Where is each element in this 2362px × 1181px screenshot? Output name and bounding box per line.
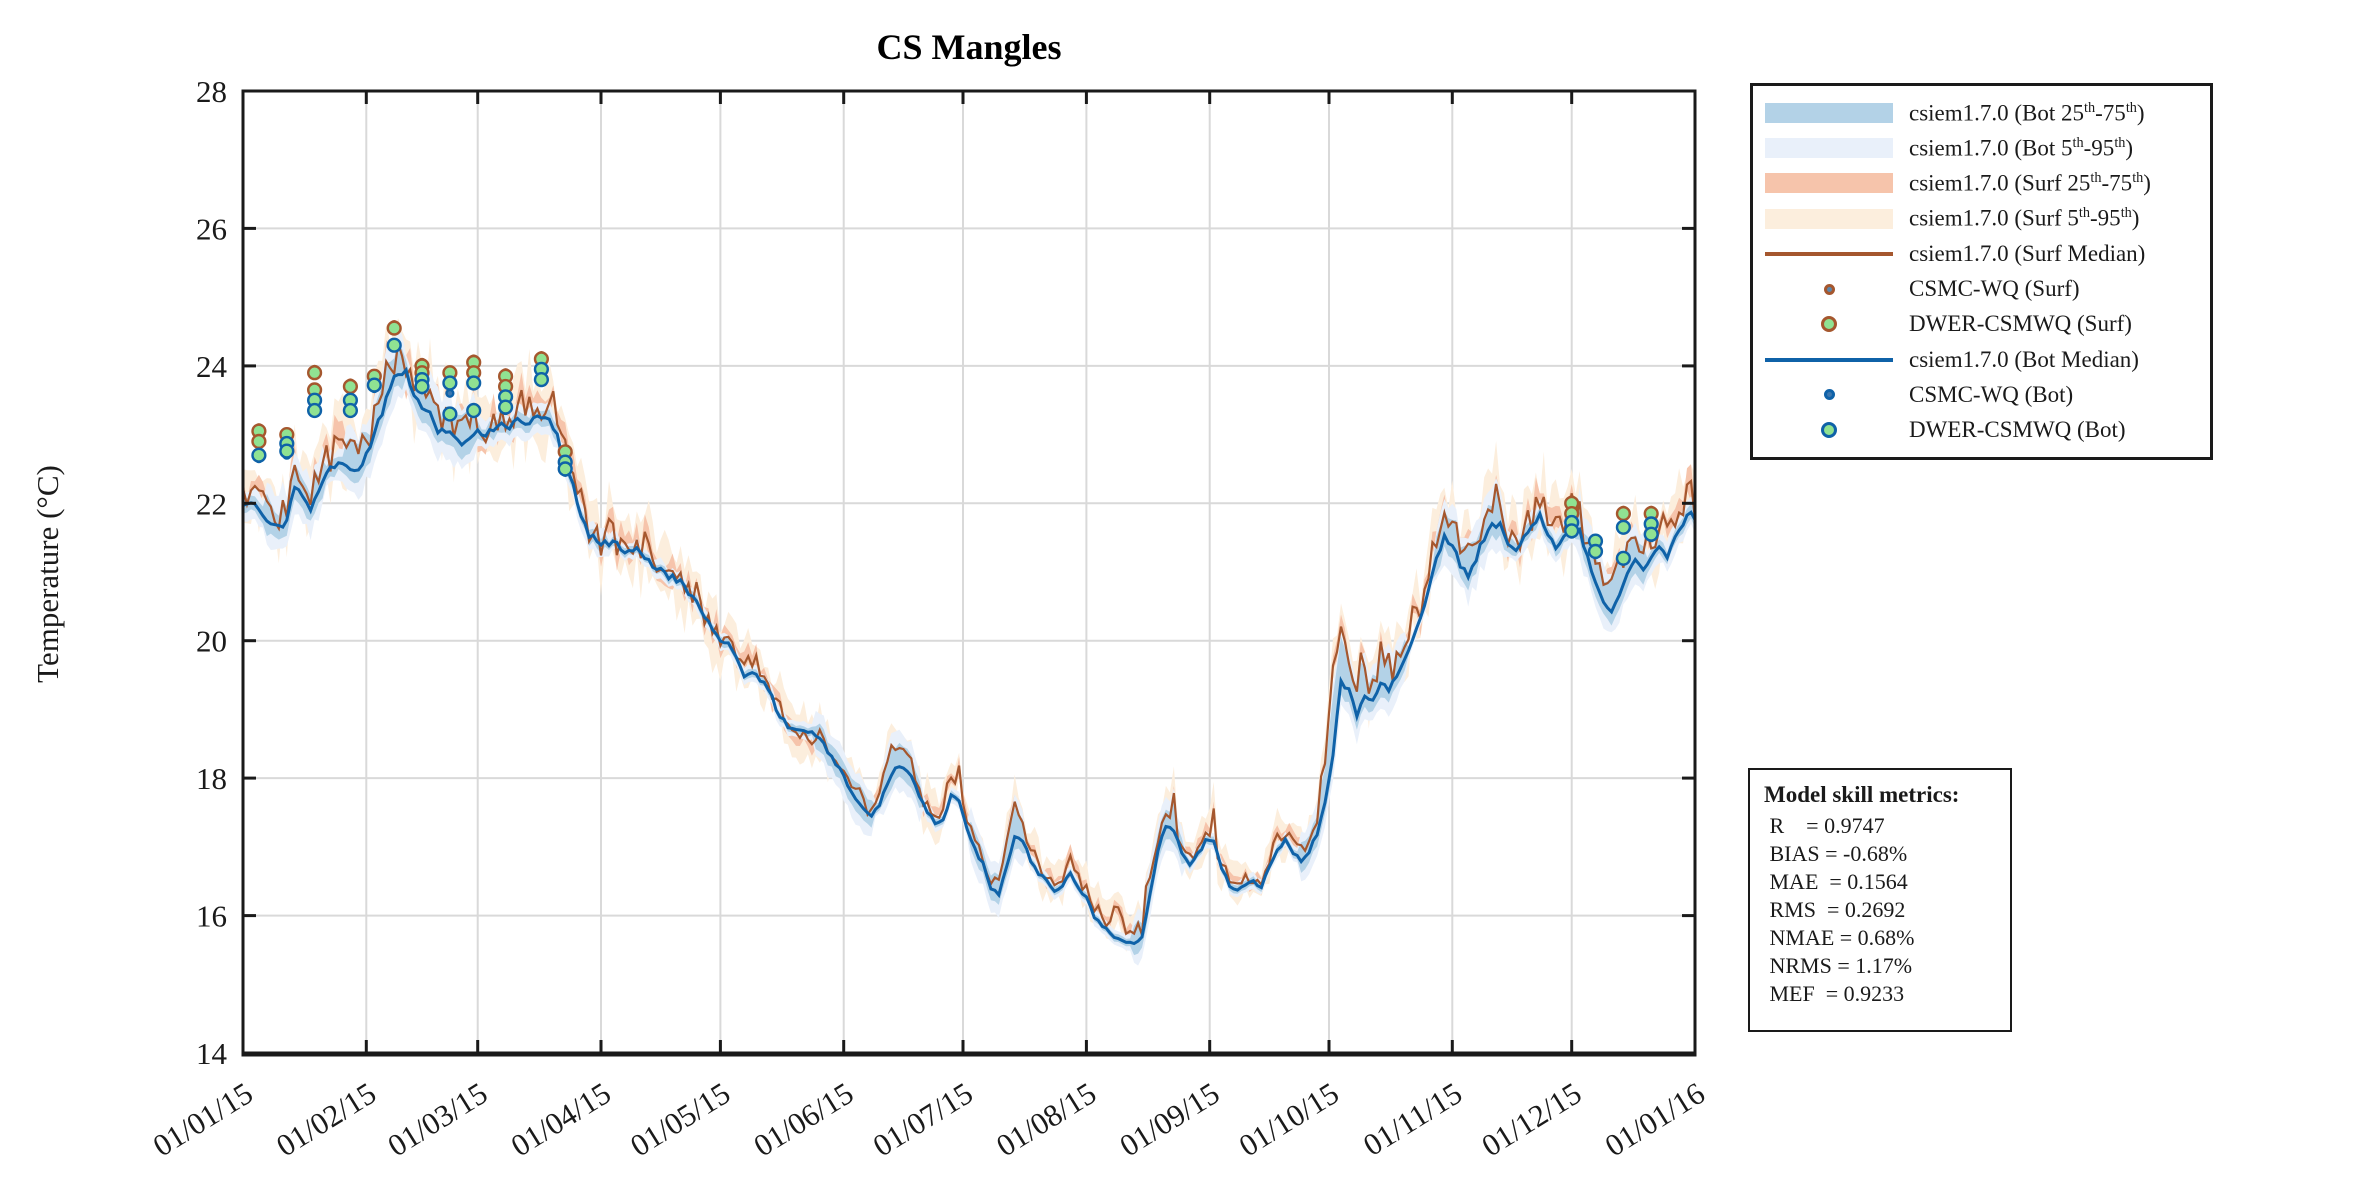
legend-fill-swatch — [1765, 208, 1893, 229]
bot-median-line — [243, 366, 1695, 946]
axis-ticks — [241, 89, 1697, 1055]
x-tick-label: 01/03/15 — [381, 1075, 493, 1163]
y-tick-label: 22 — [196, 486, 227, 521]
tick-labels: 14 16 18 20 22 24 26 28 01/01/15 01/02/15 01/03/15… — [147, 74, 1711, 1163]
obs-DWER-CSMWQ (Bot) — [414, 378, 430, 395]
legend-item-label: csiem1.7.0 (Bot 25th-75th) — [1909, 99, 2145, 126]
obs-DWER-CSMWQ (Bot) — [1615, 550, 1632, 566]
metrics-row: R = 0.9747 — [1764, 813, 1885, 838]
legend-marker-swatch — [1823, 389, 1835, 401]
legend-item-label: csiem1.7.0 (Surf 25th-75th) — [1909, 170, 2151, 196]
y-tick-label: 20 — [196, 624, 227, 659]
metrics-row: NMAE = 0.68% — [1764, 925, 1915, 950]
y-tick-label: 26 — [196, 211, 227, 246]
y-tick-label: 28 — [196, 74, 227, 109]
x-tick-label: 01/08/15 — [990, 1075, 1102, 1163]
legend-item: csiem1.7.0 (Bot 25th-75th) — [1765, 96, 2210, 130]
legend-item: CSMC-WQ (Surf) — [1765, 272, 2210, 306]
metrics-row: MEF = 0.9233 — [1764, 981, 1905, 1006]
obs-DWER-CSMWQ (Surf) — [251, 433, 267, 450]
legend-item: DWER-CSMWQ (Surf) — [1765, 307, 2210, 341]
x-tick-label: 01/11/15 — [1357, 1075, 1468, 1162]
metrics-title: Model skill metrics: — [1764, 782, 1960, 807]
obs-DWER-CSMWQ (Bot) — [442, 375, 458, 391]
observation-points — [251, 320, 1659, 566]
obs-DWER-CSMWQ (Surf) — [342, 378, 359, 395]
x-tick-label: 01/12/15 — [1475, 1075, 1587, 1163]
obs-CSMC-WQ (Bot) — [445, 388, 455, 398]
metrics-row: BIAS = -0.68% — [1764, 841, 1908, 866]
x-tick-label: 01/05/15 — [624, 1075, 736, 1163]
legend-item-label: csiem1.7.0 (Bot Median) — [1909, 346, 2139, 372]
y-tick-label: 18 — [196, 761, 227, 796]
legend-item-label: CSMC-WQ (Surf) — [1909, 276, 2080, 302]
obs-DWER-CSMWQ (Surf) — [1615, 505, 1632, 522]
legend-item-label: DWER-CSMWQ (Bot) — [1909, 416, 2126, 442]
obs-DWER-CSMWQ (Bot) — [466, 375, 482, 391]
obs-DWER-CSMWQ (Bot) — [466, 402, 482, 419]
legend-item: csiem1.7.0 (Surf Median) — [1765, 237, 2210, 271]
legend-fill-swatch — [1765, 173, 1893, 194]
metrics-box: Model skill metrics: R = 0.9747 BIAS = -… — [1748, 768, 2012, 1032]
y-tick-label: 24 — [196, 349, 228, 384]
obs-DWER-CSMWQ (Bot) — [279, 443, 295, 459]
band-csiem1.7.0 (Bot 25th-75th) — [243, 342, 1695, 956]
obs-DWER-CSMWQ (Bot) — [1587, 543, 1604, 560]
legend-item: DWER-CSMWQ (Bot) — [1765, 413, 2210, 447]
obs-DWER-CSMWQ (Bot) — [1615, 519, 1632, 535]
x-tick-label: 01/01/15 — [147, 1075, 259, 1163]
obs-DWER-CSMWQ (Bot) — [442, 406, 458, 422]
legend-item: csiem1.7.0 (Surf 25th-75th) — [1765, 166, 2210, 200]
chart-title: CS Mangles — [876, 27, 1062, 67]
legend-item-label: csiem1.7.0 (Surf 5th-95th) — [1909, 205, 2140, 231]
obs-DWER-CSMWQ (Surf) — [307, 365, 323, 381]
surf-median-line — [243, 342, 1695, 936]
metrics-row: RMS = 0.2692 — [1764, 897, 1906, 922]
obs-DWER-CSMWQ (Bot) — [1643, 526, 1659, 542]
obs-DWER-CSMWQ (Bot) — [1564, 523, 1580, 539]
x-tick-label: 01/06/15 — [747, 1075, 859, 1163]
legend-fill-swatch — [1765, 138, 1893, 159]
legend-item-label: csiem1.7.0 (Surf Median) — [1909, 240, 2146, 266]
obs-DWER-CSMWQ (Bot) — [251, 447, 267, 463]
legend-item-label: CSMC-WQ (Bot) — [1909, 381, 2074, 407]
metrics-rows: R = 0.9747 BIAS = -0.68% MAE = 0.1564 RM… — [1764, 812, 2004, 1008]
metrics-row: NRMS = 1.17% — [1764, 953, 1913, 978]
x-tick-label: 01/07/15 — [867, 1075, 979, 1163]
obs-DWER-CSMWQ (Bot) — [533, 372, 550, 388]
y-tick-label: 14 — [196, 1036, 228, 1071]
obs-DWER-CSMWQ (Bot) — [366, 377, 382, 393]
obs-DWER-CSMWQ (Bot) — [307, 402, 323, 419]
legend-item: csiem1.7.0 (Surf 5th-95th) — [1765, 202, 2210, 236]
legend: csiem1.7.0 (Bot 25th-75th) csiem1.7.0 (Bo… — [1750, 83, 2213, 460]
x-tick-label: 01/09/15 — [1113, 1075, 1225, 1163]
legend-marker-swatch — [1821, 421, 1837, 438]
y-tick-label: 16 — [196, 899, 227, 934]
legend-line-swatch — [1765, 251, 1893, 256]
obs-DWER-CSMWQ (Bot) — [557, 461, 573, 477]
legend-item: CSMC-WQ (Bot) — [1765, 378, 2210, 412]
legend-item-label: csiem1.7.0 (Bot 5th-95th) — [1909, 134, 2134, 161]
legend-marker-swatch — [1821, 316, 1837, 333]
obs-DWER-CSMWQ (Bot) — [386, 337, 402, 353]
legend-item-label: DWER-CSMWQ (Surf) — [1909, 311, 2132, 337]
x-tick-label: 01/02/15 — [270, 1075, 382, 1163]
legend-item: csiem1.7.0 (Bot 5th-95th) — [1765, 131, 2210, 165]
x-tick-label: 01/04/15 — [505, 1075, 617, 1163]
obs-DWER-CSMWQ (Surf) — [386, 320, 402, 336]
legend-marker-swatch — [1823, 283, 1835, 295]
obs-DWER-CSMWQ (Bot) — [342, 402, 359, 419]
legend-line-swatch — [1765, 357, 1893, 362]
legend-fill-swatch — [1765, 103, 1893, 123]
obs-DWER-CSMWQ (Bot) — [498, 399, 514, 415]
x-tick-label: 01/10/15 — [1233, 1075, 1345, 1163]
metrics-row: MAE = 0.1564 — [1764, 869, 1908, 894]
y-axis-label: Temperature (°C) — [30, 465, 65, 683]
chart-series — [243, 318, 1695, 966]
legend-item: csiem1.7.0 (Bot Median) — [1765, 343, 2210, 377]
x-tick-label: 01/01/16 — [1599, 1075, 1711, 1163]
